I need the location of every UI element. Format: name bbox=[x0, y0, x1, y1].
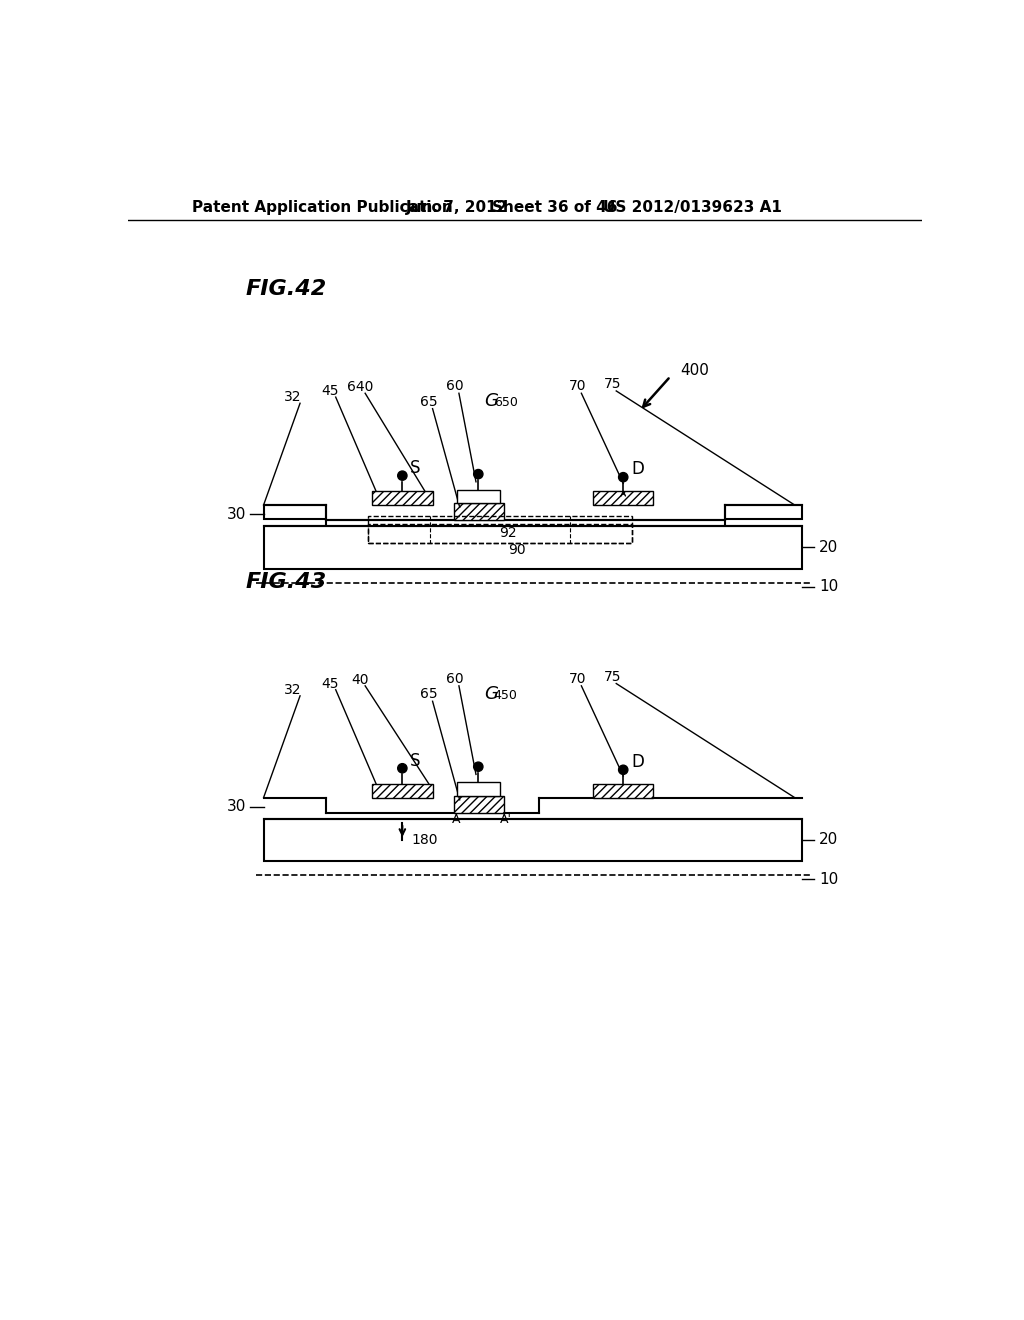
Circle shape bbox=[397, 763, 407, 774]
Text: S: S bbox=[410, 751, 421, 770]
Text: 40: 40 bbox=[352, 673, 370, 686]
Text: 30: 30 bbox=[226, 507, 246, 521]
Text: 92: 92 bbox=[499, 527, 516, 540]
Text: 65: 65 bbox=[420, 688, 437, 701]
Text: 45: 45 bbox=[322, 677, 339, 690]
Text: D: D bbox=[631, 754, 644, 771]
Text: 30: 30 bbox=[226, 799, 246, 814]
Text: 60: 60 bbox=[446, 379, 464, 393]
Bar bbox=[593, 784, 653, 797]
Text: A': A' bbox=[500, 813, 512, 825]
Text: 60: 60 bbox=[446, 672, 464, 686]
Bar bbox=[454, 796, 504, 813]
Circle shape bbox=[474, 470, 483, 479]
Text: Jun. 7, 2012: Jun. 7, 2012 bbox=[406, 201, 508, 215]
Bar bbox=[372, 491, 432, 506]
Text: D: D bbox=[631, 461, 644, 478]
Text: 70: 70 bbox=[568, 379, 587, 393]
Text: FIG.43: FIG.43 bbox=[246, 572, 327, 591]
Text: Sheet 36 of 46: Sheet 36 of 46 bbox=[493, 201, 617, 215]
Text: S: S bbox=[410, 459, 421, 477]
Text: Patent Application Publication: Patent Application Publication bbox=[193, 201, 453, 215]
Text: G: G bbox=[484, 685, 499, 702]
Bar bbox=[263, 504, 326, 519]
Text: G: G bbox=[484, 392, 499, 411]
Bar bbox=[458, 781, 500, 796]
Bar bbox=[369, 524, 632, 544]
Text: 10: 10 bbox=[819, 579, 839, 594]
Bar bbox=[593, 491, 653, 506]
Text: A: A bbox=[452, 813, 460, 825]
Text: 20: 20 bbox=[819, 540, 839, 554]
Text: 75: 75 bbox=[603, 378, 622, 391]
Text: 70: 70 bbox=[568, 672, 587, 686]
Text: 20: 20 bbox=[819, 833, 839, 847]
Text: 65: 65 bbox=[420, 395, 437, 409]
Bar bbox=[369, 516, 632, 544]
Bar bbox=[458, 490, 500, 503]
Circle shape bbox=[474, 762, 483, 771]
Text: 180: 180 bbox=[412, 833, 438, 847]
Circle shape bbox=[618, 473, 628, 482]
Bar bbox=[263, 818, 802, 862]
Text: US 2012/0139623 A1: US 2012/0139623 A1 bbox=[603, 201, 782, 215]
Text: 650: 650 bbox=[494, 396, 518, 409]
Text: 75: 75 bbox=[603, 669, 622, 684]
Text: 450: 450 bbox=[494, 689, 518, 702]
Text: 32: 32 bbox=[284, 391, 301, 404]
Text: 640: 640 bbox=[347, 380, 374, 395]
Circle shape bbox=[397, 471, 407, 480]
Circle shape bbox=[618, 766, 628, 775]
Bar bbox=[725, 504, 802, 519]
Bar bbox=[454, 503, 504, 520]
Bar bbox=[372, 784, 432, 797]
Text: 10: 10 bbox=[819, 871, 839, 887]
Text: 45: 45 bbox=[322, 384, 339, 397]
Text: 32: 32 bbox=[284, 682, 301, 697]
Text: 400: 400 bbox=[680, 363, 709, 379]
Bar bbox=[326, 520, 725, 535]
Text: 90: 90 bbox=[508, 543, 525, 557]
Text: FIG.42: FIG.42 bbox=[246, 280, 327, 300]
Bar bbox=[263, 527, 802, 569]
